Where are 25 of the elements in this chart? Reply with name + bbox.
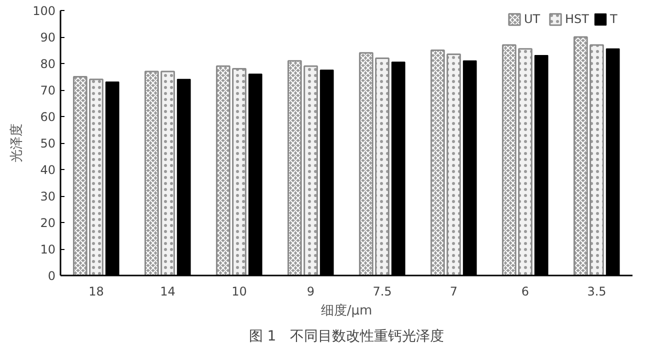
y-tick-label: 20 <box>40 216 56 230</box>
y-tick-label: 90 <box>40 30 56 44</box>
caption: 图 1 不同目数改性重钙光泽度 <box>248 328 444 344</box>
x-tick-label: 10 <box>232 284 247 298</box>
x-axis-title: 细度/μm <box>320 302 372 318</box>
legend-label: T <box>610 12 618 26</box>
y-tick-label: 10 <box>40 242 56 256</box>
y-tick-label: 30 <box>40 190 56 204</box>
x-tick-label: 9 <box>306 284 315 298</box>
y-tick-label: 60 <box>40 110 56 124</box>
y-tick-label: 80 <box>40 57 56 71</box>
y-tick-label: 100 <box>32 4 56 18</box>
y-axis-title: 光泽度 <box>8 124 25 162</box>
x-tick-label: 3.5 <box>587 284 606 298</box>
x-tick-label: 7.5 <box>372 284 392 298</box>
y-tick-label: 70 <box>40 84 56 98</box>
y-tick-label: 40 <box>40 163 56 177</box>
x-tick-label: 6 <box>521 284 530 298</box>
legend-label: UT <box>524 12 542 26</box>
x-tick-label: 14 <box>160 284 176 298</box>
y-tick-label: 50 <box>40 136 56 150</box>
y-tick-label: 0 <box>48 269 56 283</box>
x-tick-label: 7 <box>450 284 458 298</box>
x-tick-label: 18 <box>88 284 104 298</box>
legend-label: HST <box>565 12 589 26</box>
